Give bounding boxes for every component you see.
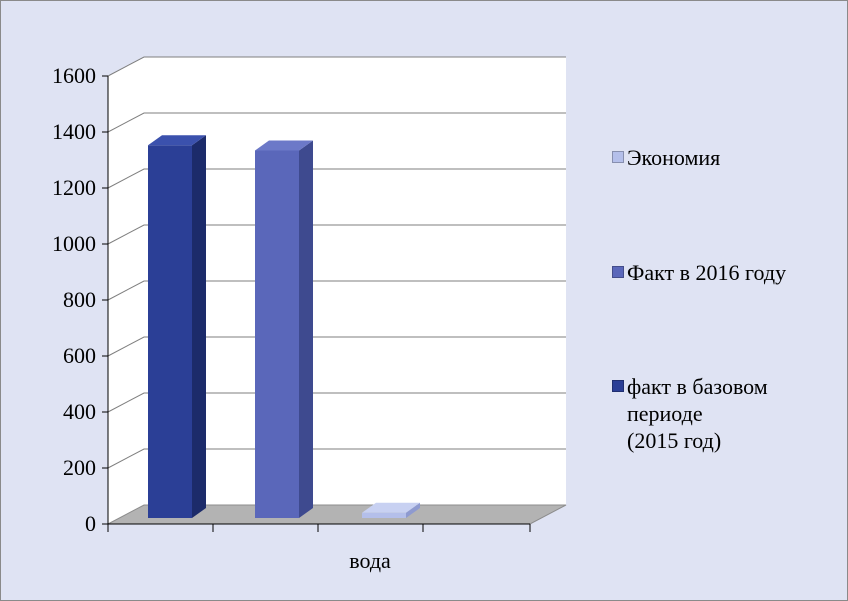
gridline [107, 336, 566, 357]
bar-1 [255, 140, 313, 518]
x-axis: вода [107, 523, 531, 573]
y-tick-label: 1200 [52, 175, 96, 200]
y-tick-label: 1600 [52, 63, 96, 88]
bar-side [299, 140, 313, 518]
bar-top [148, 135, 206, 146]
legend-swatch-economy [612, 151, 624, 163]
legend-swatch-fact-base [612, 380, 624, 392]
gridline [107, 392, 566, 413]
y-tick-label: 200 [63, 455, 96, 480]
legend-swatch-fact-2016 [612, 266, 624, 278]
bar-front [148, 145, 192, 518]
bar-0 [148, 135, 206, 518]
y-tick-label: 400 [63, 399, 96, 424]
gridline [107, 56, 566, 77]
legend-item-economy: Экономия [612, 144, 837, 171]
y-tick-label: 1400 [52, 119, 96, 144]
gridlines [107, 56, 566, 469]
legend-label-economy: Экономия [627, 145, 721, 170]
y-tick-label: 1000 [52, 231, 96, 256]
bar-side [192, 135, 206, 518]
bar-2 [362, 502, 420, 518]
legend-item-fact-base: факт в базовом периоде (2015 год) [612, 373, 837, 454]
bar-front [362, 512, 406, 518]
legend-label-fact-base: факт в базовом периоде (2015 год) [627, 374, 768, 453]
gridline [107, 224, 566, 245]
legend-item-fact-2016: Факт в 2016 году [612, 259, 837, 286]
bars [148, 135, 420, 518]
gridline [107, 448, 566, 469]
y-tick-label: 800 [63, 287, 96, 312]
gridline [107, 280, 566, 301]
bar-front [255, 150, 299, 518]
y-axis: 0 200 400 600 800 1000 1200 1400 1600 [52, 63, 109, 536]
legend-label-fact-2016: Факт в 2016 году [627, 260, 787, 285]
y-tick-label: 0 [85, 511, 96, 536]
y-tick-label: 600 [63, 343, 96, 368]
bar-side [406, 502, 420, 518]
bar-top [255, 140, 313, 151]
bar-top [362, 502, 420, 513]
x-category-label: вода [349, 548, 391, 573]
gridline [107, 168, 566, 189]
gridline [107, 112, 566, 133]
